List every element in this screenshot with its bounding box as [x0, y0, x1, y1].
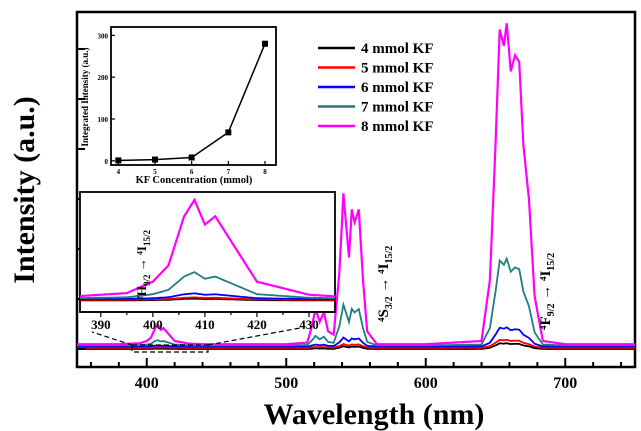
inset-x-tick-label: 4 [117, 168, 121, 176]
series-line [77, 338, 635, 349]
annotation-4f92: ⁴F9/2 → ⁴I15/2 [538, 253, 557, 330]
svg-text:⁴F9/2 → ⁴I15/2: ⁴F9/2 → ⁴I15/2 [538, 253, 557, 330]
inset-zoom: 390 400 410 420 430 ²H9/2 → ⁴I15/2 [79, 191, 336, 332]
y-axis-label: Intensity (a.u.) [8, 96, 41, 284]
inset-marker [115, 157, 122, 164]
annotation-4s32: ⁴S3/2 → ⁴I15/2 [376, 246, 395, 322]
x-tick-label: 500 [274, 375, 298, 392]
inset-marker [188, 154, 195, 161]
zoom-callout-left [91, 331, 133, 346]
series-line [77, 256, 635, 347]
annotation-2h92: ²H9/2 → ⁴I15/2 [134, 229, 152, 300]
inset-marker [152, 156, 158, 163]
inset-x-tick-label: 7 [227, 168, 231, 176]
inset-y-tick-label: 0 [105, 158, 109, 166]
zoom-region-marker [131, 344, 209, 353]
svg-text:⁴S3/2 → ⁴I15/2: ⁴S3/2 → ⁴I15/2 [376, 246, 395, 322]
inset-y-tick-label: 200 [98, 74, 109, 82]
series-line [77, 342, 635, 350]
main-series-group [77, 23, 635, 350]
inset-x-tick-label: 6 [190, 168, 194, 176]
inset-marker [262, 40, 268, 47]
zoom-x-tick-label: 390 [91, 317, 111, 332]
zoom-x-tick-label: 410 [195, 317, 215, 332]
inset-x-tick-label: 5 [153, 168, 157, 176]
zoom-ticks-group: 390 400 410 420 430 [91, 312, 319, 332]
inset-x-tick-label: 8 [263, 168, 267, 176]
legend-label: 6 mmol KF [361, 80, 434, 96]
zoom-x-tick-label: 420 [247, 317, 267, 332]
zoom-x-tick-label: 400 [143, 317, 163, 332]
svg-text:²H9/2 → ⁴I15/2: ²H9/2 → ⁴I15/2 [134, 229, 152, 300]
x-tick-label: 700 [553, 375, 577, 392]
legend-label: 5 mmol KF [361, 61, 434, 77]
legend-label: 8 mmol KF [361, 119, 434, 135]
inset-xlabel: KF Concentration (mmol) [136, 175, 253, 186]
legend-label: 7 mmol KF [361, 100, 434, 116]
series-line [77, 23, 635, 346]
legend: 4 mmol KF 5 mmol KF 6 mmol KF 7 mmol KF 8 mm… [318, 41, 434, 135]
inset-integrated-plot: 4 5 6 7 8 0 100 200 300 [98, 32, 268, 176]
zoom-x-tick-label: 430 [299, 317, 319, 332]
series-line [77, 326, 635, 348]
x-tick-label: 600 [414, 375, 438, 392]
inset-integrated-frame [110, 26, 277, 166]
zoom-series-line [80, 271, 335, 300]
inset-y-tick-label: 100 [98, 116, 109, 124]
plot-frame [75, 10, 637, 369]
zoom-series-line [80, 292, 335, 300]
inset-ylabel: Integrated Intensity (a.u.) [80, 48, 90, 147]
x-axis-label: Wavelength (nm) [264, 398, 485, 431]
zoom-series-line [80, 197, 335, 298]
inset-zoom-frame [79, 191, 336, 313]
inset-y-tick-label: 300 [98, 32, 109, 40]
zoom-series-group [80, 197, 335, 302]
inset-marker [225, 129, 232, 136]
main-ticks-group: 400 500 600 700 [77, 48, 623, 392]
x-tick-label: 400 [135, 375, 159, 392]
legend-label: 4 mmol KF [361, 41, 434, 57]
